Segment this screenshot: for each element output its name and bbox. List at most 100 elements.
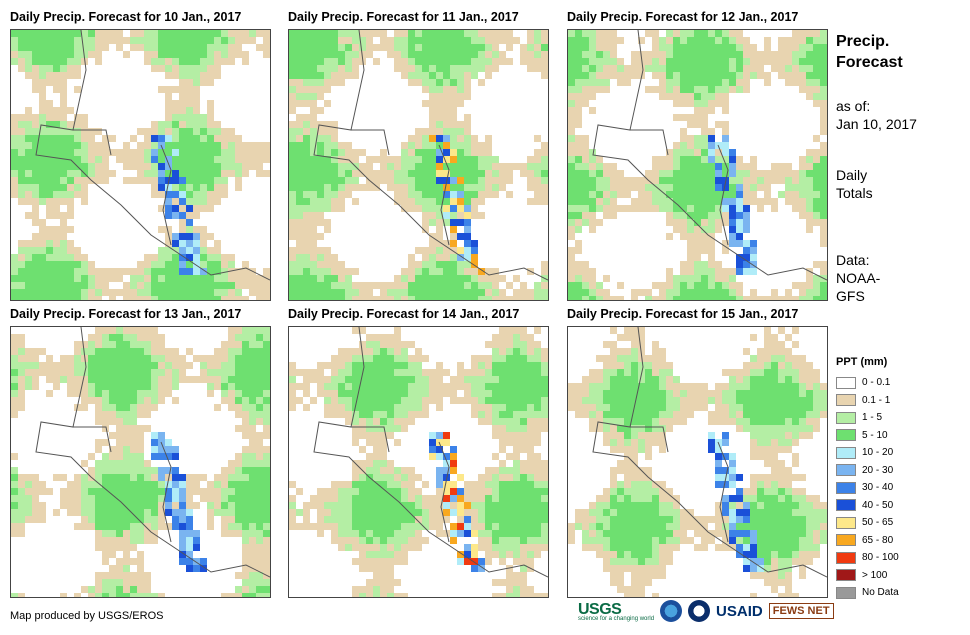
precip-cell (32, 432, 39, 439)
precip-cell (46, 79, 53, 86)
precip-cell (11, 404, 18, 411)
precip-cell (67, 383, 74, 390)
precip-cell (102, 142, 109, 149)
precip-cell (499, 44, 506, 51)
precip-cell (165, 348, 172, 355)
precip-cell (67, 334, 74, 341)
precip-cell (464, 254, 471, 261)
precip-cell (589, 107, 596, 114)
precip-cell (394, 226, 401, 233)
precip-cell (186, 191, 193, 198)
precip-cell (256, 362, 263, 369)
precip-cell (541, 65, 548, 72)
precip-cell (722, 198, 729, 205)
precip-cell (631, 177, 638, 184)
precip-cell (582, 156, 589, 163)
precip-cell (130, 247, 137, 254)
precip-cell (806, 37, 813, 44)
precip-cell (422, 135, 429, 142)
precip-cell (387, 226, 394, 233)
precip-cell (380, 268, 387, 275)
precip-cell (520, 170, 527, 177)
precip-cell (123, 44, 130, 51)
precip-cell (165, 418, 172, 425)
precip-cell (256, 296, 263, 300)
precip-cell (324, 142, 331, 149)
precip-cell (680, 163, 687, 170)
precip-cell (673, 100, 680, 107)
precip-cell (137, 397, 144, 404)
precip-cell (534, 114, 541, 121)
precip-cell (394, 212, 401, 219)
precip-cell (568, 86, 575, 93)
precip-cell (778, 205, 785, 212)
precip-cell (736, 289, 743, 296)
precip-cell (373, 163, 380, 170)
precip-cell (541, 247, 548, 254)
precip-cell (736, 247, 743, 254)
precip-cell (380, 156, 387, 163)
precip-cell (757, 72, 764, 79)
precip-map[interactable] (288, 29, 549, 301)
precip-cell (249, 355, 256, 362)
precip-cell (541, 37, 548, 44)
precip-cell (39, 254, 46, 261)
precip-cell (596, 219, 603, 226)
precip-cell (186, 205, 193, 212)
precip-cell (757, 79, 764, 86)
precip-cell (249, 65, 256, 72)
precip-cell (436, 149, 443, 156)
precip-cell (722, 128, 729, 135)
precip-cell (701, 79, 708, 86)
precip-cell (499, 107, 506, 114)
precip-cell (46, 51, 53, 58)
precip-cell (799, 226, 806, 233)
precip-cell (60, 121, 67, 128)
precip-cell (366, 240, 373, 247)
precip-cell (820, 100, 827, 107)
precip-cell (317, 107, 324, 114)
precip-cell (46, 72, 53, 79)
precip-cell (520, 289, 527, 296)
precip-map[interactable] (10, 29, 271, 301)
precip-cell (659, 107, 666, 114)
precip-cell (380, 44, 387, 51)
precip-cell (144, 114, 151, 121)
precip-cell (722, 191, 729, 198)
precip-map[interactable] (10, 326, 271, 598)
precip-cell (499, 170, 506, 177)
precip-cell (214, 247, 221, 254)
precip-cell (67, 72, 74, 79)
precip-cell (582, 233, 589, 240)
precip-cell (757, 44, 764, 51)
precip-cell (589, 72, 596, 79)
precip-cell (60, 79, 67, 86)
precip-cell (575, 198, 582, 205)
precip-cell (151, 289, 158, 296)
precip-cell (289, 240, 296, 247)
precip-cell (207, 156, 214, 163)
precip-cell (513, 30, 520, 37)
precip-cell (764, 254, 771, 261)
precip-cell (520, 30, 527, 37)
precip-cell (610, 156, 617, 163)
precip-cell (172, 289, 179, 296)
precip-cell (708, 247, 715, 254)
precip-cell (722, 135, 729, 142)
precip-cell (11, 212, 18, 219)
precip-cell (729, 51, 736, 58)
precip-cell (221, 128, 228, 135)
precip-cell (478, 212, 485, 219)
precip-map[interactable] (567, 29, 828, 301)
precip-cell (631, 184, 638, 191)
precip-cell (729, 142, 736, 149)
precip-cell (513, 289, 520, 296)
precip-cell (235, 156, 242, 163)
precip-cell (820, 65, 827, 72)
precip-cell (179, 296, 186, 300)
precip-cell (158, 226, 165, 233)
precip-cell (596, 100, 603, 107)
precip-cell (743, 205, 750, 212)
precip-cell (429, 135, 436, 142)
precip-cell (450, 177, 457, 184)
